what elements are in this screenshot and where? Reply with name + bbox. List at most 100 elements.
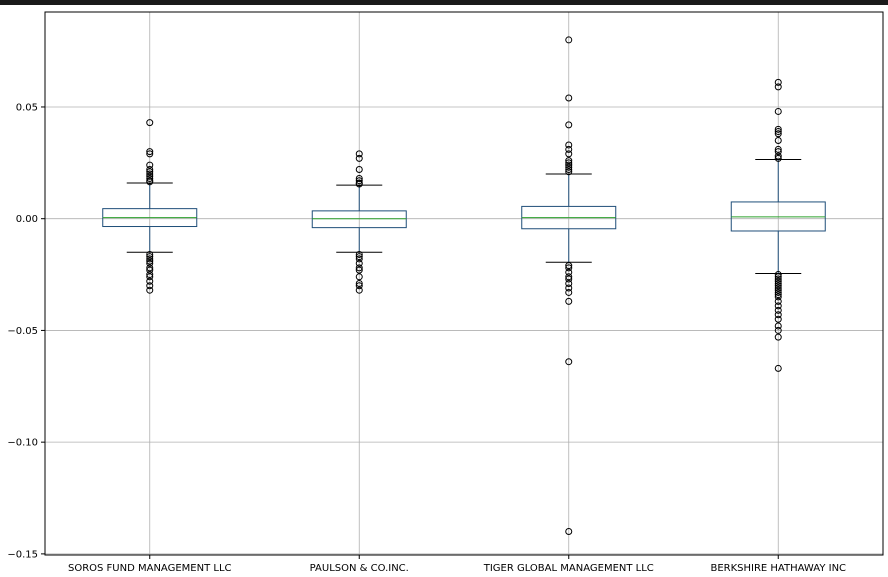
flier-point <box>565 358 573 366</box>
flier-point <box>355 255 363 263</box>
window-top-bar <box>0 0 888 5</box>
flier-point <box>355 166 363 174</box>
flier-point <box>774 326 782 334</box>
flier-point <box>355 273 363 281</box>
flier-point <box>774 311 782 319</box>
flier-point <box>146 273 154 281</box>
flier-point <box>565 280 573 287</box>
flier-point <box>565 262 573 270</box>
flier-point <box>146 264 154 272</box>
flier-point <box>146 250 154 258</box>
x-tick-label: PAULSON & CO.INC. <box>310 563 409 574</box>
axes-frame <box>44 11 884 556</box>
x-tick-label: SOROS FUND MANAGEMENT LLC <box>68 563 232 574</box>
flier-point <box>774 322 782 330</box>
flier-point <box>774 145 782 153</box>
flier-point <box>774 302 782 310</box>
x-tick-layer: SOROS FUND MANAGEMENT LLC PAULSON & CO.IN… <box>68 555 846 574</box>
flier-point <box>774 271 782 279</box>
flier-point <box>565 275 573 283</box>
y-tick-layer: 0.05 0.00 −0.05 −0.10 −0.15 <box>7 102 45 560</box>
grid-layer <box>45 12 883 555</box>
flier-point <box>355 266 363 274</box>
flier-point <box>355 154 363 162</box>
flier-point <box>565 121 573 129</box>
flier-point <box>146 168 154 176</box>
flier-point <box>774 83 782 91</box>
flier-point <box>565 288 573 296</box>
flier-point <box>565 284 573 292</box>
flier-point <box>146 253 154 261</box>
flier-point <box>355 177 363 185</box>
box-2 <box>521 36 617 536</box>
flier-point <box>146 150 154 158</box>
flier-point <box>146 266 154 274</box>
flier-point <box>774 107 782 115</box>
flier-point <box>355 282 363 290</box>
box-1 <box>311 150 407 294</box>
flier-point <box>146 166 154 174</box>
flier-point <box>774 333 782 341</box>
flier-point <box>355 253 363 261</box>
box-0 <box>102 119 198 294</box>
flier-point <box>565 268 573 276</box>
flier-point <box>774 288 782 296</box>
flier-point <box>355 250 363 258</box>
flier-point <box>355 259 363 267</box>
flier-point <box>774 297 782 305</box>
y-tick-label: −0.15 <box>7 549 38 560</box>
flier-point <box>565 150 573 158</box>
flier-point <box>774 293 782 301</box>
flier-point <box>774 280 782 287</box>
flier-point <box>774 364 782 372</box>
flier-point <box>146 174 154 182</box>
flier-point <box>146 286 154 294</box>
flier-point <box>774 315 782 323</box>
flier-point <box>146 257 154 265</box>
flier-point <box>774 282 782 290</box>
flier-point <box>565 157 573 165</box>
flier-point <box>355 286 363 294</box>
flier-point <box>774 291 782 299</box>
flier-point <box>774 130 782 138</box>
y-tick-label: −0.10 <box>7 438 38 449</box>
flier-point <box>774 286 782 294</box>
flier-point <box>565 168 573 176</box>
flier-point <box>146 255 154 263</box>
flier-point <box>774 78 782 86</box>
flier-point <box>774 125 782 133</box>
flier-point <box>774 128 782 136</box>
y-tick-label: −0.05 <box>7 326 38 337</box>
flier-point <box>565 141 573 149</box>
flier-point <box>146 178 154 186</box>
flier-point <box>565 528 573 536</box>
flier-point <box>774 306 782 314</box>
flier-point <box>565 36 573 44</box>
flier-point <box>774 273 782 281</box>
flier-point <box>774 284 782 292</box>
flier-point <box>565 145 573 153</box>
y-tick-label: 0.05 <box>16 102 38 113</box>
flier-point <box>565 94 573 102</box>
flier-point <box>774 152 782 160</box>
flier-point <box>146 277 154 285</box>
flier-point <box>565 161 573 169</box>
flier-point <box>146 271 154 279</box>
flier-point <box>355 264 363 272</box>
flier-point <box>565 273 573 281</box>
flier-point <box>355 150 363 158</box>
x-tick-label: TIGER GLOBAL MANAGEMENT LLC <box>483 563 654 574</box>
flier-point <box>146 259 154 267</box>
box-3 <box>730 78 826 372</box>
flier-point <box>146 148 154 156</box>
flier-point <box>146 119 154 127</box>
flier-point <box>565 297 573 305</box>
x-tick-label: BERKSHIRE HATHAWAY INC <box>710 563 846 574</box>
flier-point <box>774 277 782 285</box>
flier-point <box>355 180 363 188</box>
flier-point <box>146 170 154 178</box>
box-layer <box>102 36 826 536</box>
flier-point <box>565 163 573 171</box>
flier-point <box>146 282 154 290</box>
